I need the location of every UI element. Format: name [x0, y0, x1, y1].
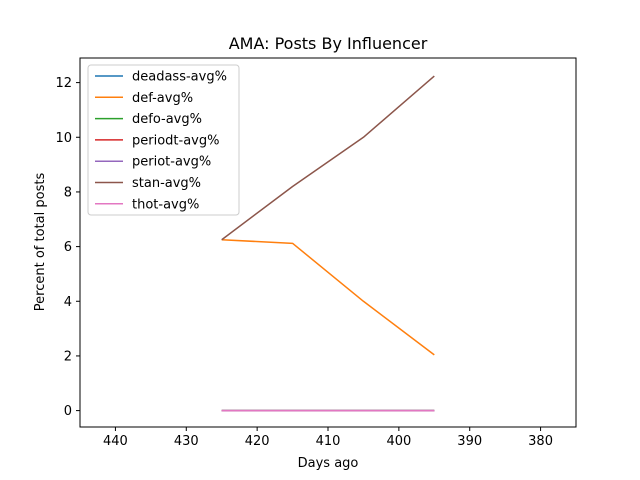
series-line-1 [221, 239, 435, 356]
x-tick-label: 440 [103, 434, 128, 449]
y-tick-label: 6 [64, 240, 72, 255]
plot-lines [221, 75, 435, 412]
chart-title: AMA: Posts By Influencer [229, 34, 428, 53]
legend-label-0: deadass-avg% [132, 70, 227, 85]
legend: deadass-avg% def-avg% defo-avg% periodt-avg… [87, 64, 240, 216]
y-tick-label: 8 [64, 185, 72, 200]
x-axis-title: Days ago [298, 456, 359, 471]
x-axis-ticks: 440 430 420 410 400 390 380 [103, 427, 553, 449]
series-line-5 [221, 75, 435, 241]
y-tick-label: 0 [64, 404, 72, 419]
legend-label-2: defo-avg% [132, 112, 202, 127]
legend-label-5: stan-avg% [132, 176, 201, 191]
x-tick-label: 430 [174, 434, 199, 449]
y-tick-label: 12 [55, 76, 72, 91]
legend-label-6: thot-avg% [132, 197, 199, 212]
y-axis-title: Percent of total posts [33, 173, 48, 312]
legend-label-3: periodt-avg% [132, 133, 219, 148]
legend-label-4: periot-avg% [132, 155, 211, 170]
legend-label-1: def-avg% [132, 91, 193, 106]
x-tick-label: 420 [245, 434, 270, 449]
legend-box [87, 64, 240, 216]
x-tick-label: 410 [316, 434, 341, 449]
y-axis-ticks: 0 2 4 6 8 10 12 [55, 76, 80, 419]
y-tick-label: 4 [64, 295, 72, 310]
y-tick-label: 2 [64, 349, 72, 364]
x-tick-label: 400 [386, 434, 411, 449]
x-tick-label: 380 [528, 434, 553, 449]
x-tick-label: 390 [457, 434, 482, 449]
y-tick-label: 10 [55, 131, 72, 146]
